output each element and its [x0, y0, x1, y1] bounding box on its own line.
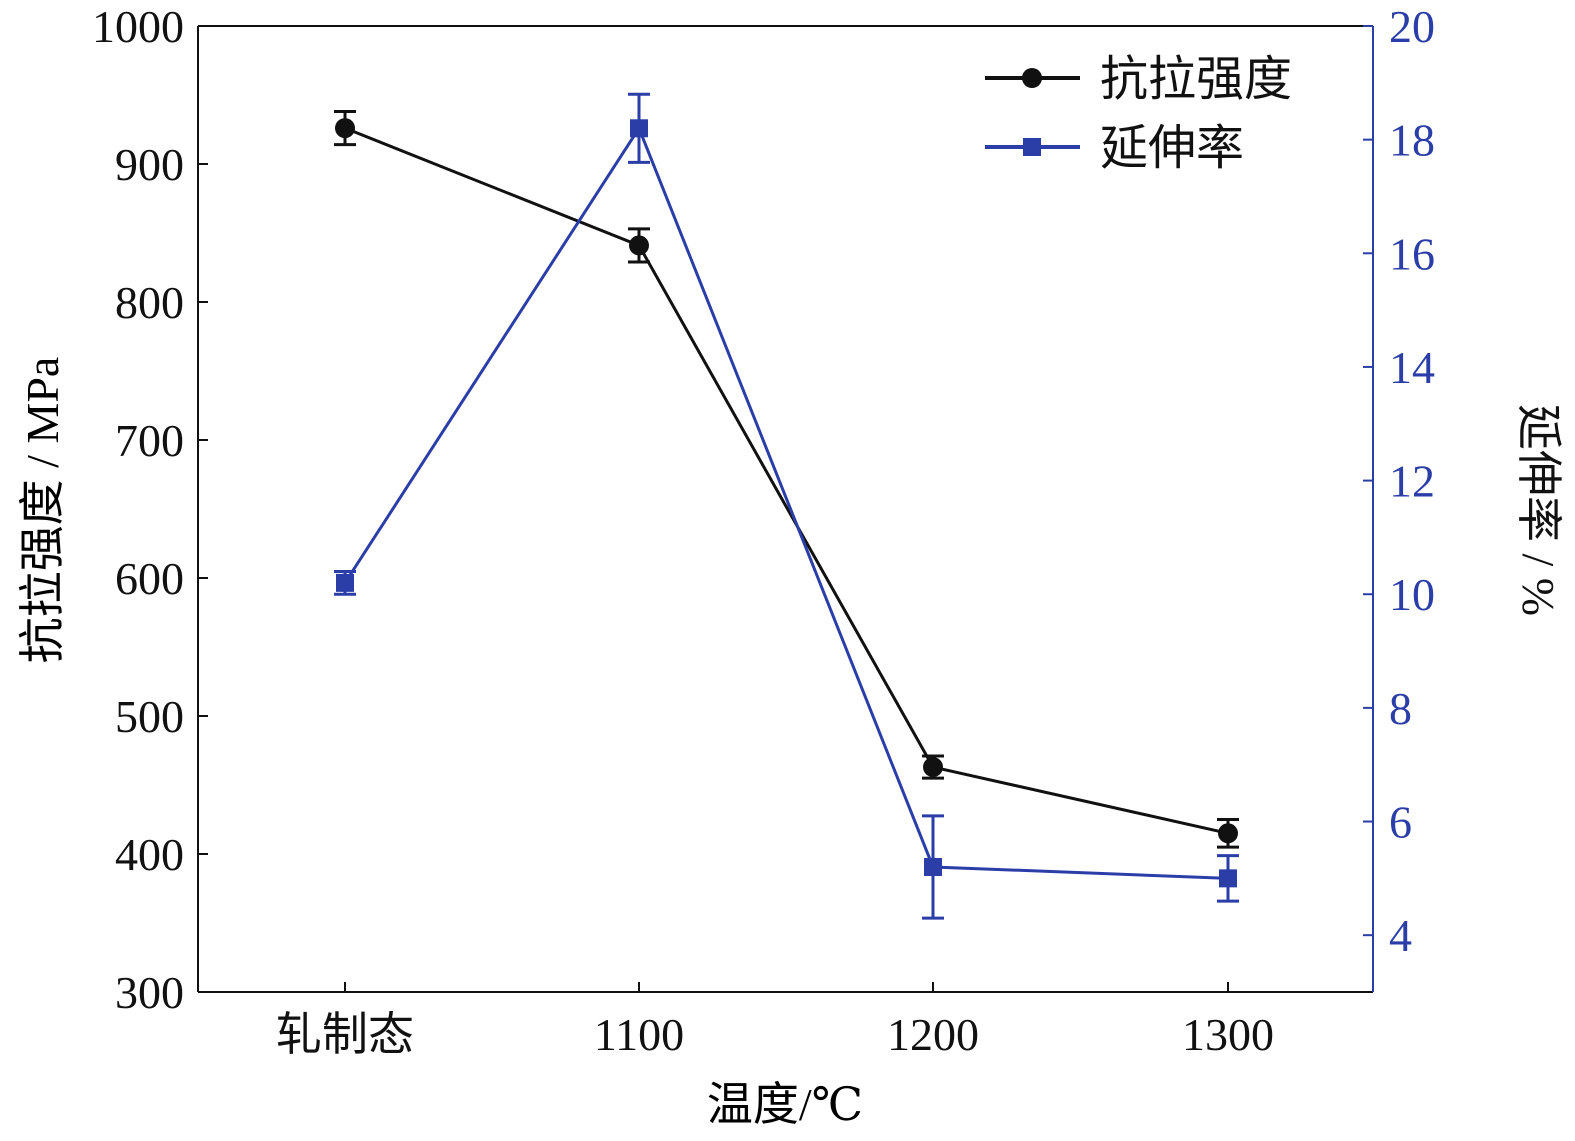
x-axis: 轧制态 1100 1200 1300 — [276, 982, 1274, 1060]
right-y-axis: 4 6 8 10 12 14 16 18 20 — [1363, 1, 1435, 961]
plot-frame — [197, 25, 1374, 993]
legend-marker — [1023, 138, 1041, 156]
right-tick-label: 6 — [1389, 797, 1412, 848]
data-point — [335, 118, 355, 139]
data-point — [923, 757, 943, 778]
right-tick-label: 18 — [1389, 115, 1435, 166]
x-axis-title: 温度/℃ — [707, 1079, 863, 1130]
right-y-axis-title: 延伸率 / % — [1513, 404, 1564, 616]
data-point — [629, 235, 649, 256]
series-2 — [334, 92, 1239, 920]
right-tick-label: 8 — [1389, 683, 1412, 734]
x-tick-label: 1100 — [594, 1009, 684, 1060]
left-tick-label: 800 — [115, 277, 184, 328]
data-point — [1218, 823, 1238, 844]
left-tick-label: 700 — [115, 415, 184, 466]
left-tick-label: 900 — [115, 139, 184, 190]
left-tick-label: 400 — [115, 829, 184, 880]
x-tick-label: 轧制态 — [276, 1009, 414, 1060]
left-tick-label: 1000 — [92, 1, 184, 52]
left-y-axis: 300 400 500 600 700 800 900 1000 — [92, 1, 208, 1018]
legend-item: 抗拉强度 — [985, 53, 1292, 106]
right-tick-label: 16 — [1389, 228, 1435, 279]
right-tick-label: 14 — [1389, 342, 1435, 393]
right-tick-label: 10 — [1389, 569, 1435, 620]
data-point — [1219, 869, 1237, 888]
left-tick-label: 300 — [115, 967, 184, 1018]
data-point — [336, 573, 354, 592]
x-tick-label: 1200 — [887, 1009, 979, 1060]
series-line — [343, 125, 1229, 880]
right-tick-label: 12 — [1389, 456, 1435, 507]
legend-marker — [1022, 68, 1042, 88]
left-tick-label: 500 — [115, 691, 184, 742]
right-tick-label: 20 — [1389, 1, 1435, 52]
legend-item: 延伸率 — [985, 122, 1244, 175]
data-point — [924, 857, 942, 876]
series-1 — [334, 110, 1239, 849]
left-y-axis-title: 抗拉强度 / MPa — [17, 357, 68, 664]
x-tick-label: 1300 — [1182, 1009, 1274, 1060]
data-point — [630, 119, 648, 138]
series-layer — [334, 92, 1239, 920]
series-line — [344, 126, 1229, 835]
left-tick-label: 600 — [115, 553, 184, 604]
right-tick-label: 4 — [1389, 910, 1412, 961]
legend-label: 抗拉强度 — [1100, 53, 1292, 106]
legend-label: 延伸率 — [1100, 122, 1244, 175]
